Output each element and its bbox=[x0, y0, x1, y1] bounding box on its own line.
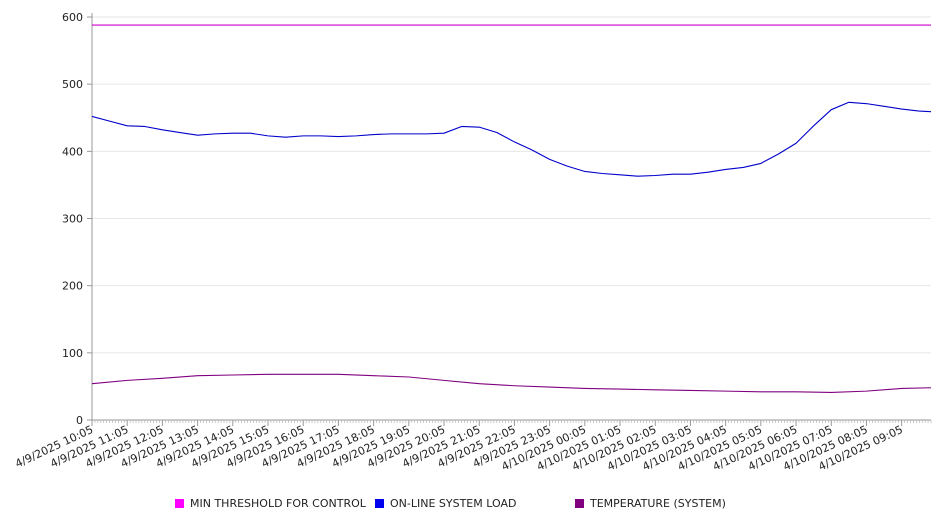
legend-swatch-min-threshold bbox=[175, 499, 184, 508]
legend-label-min-threshold: MIN THRESHOLD FOR CONTROL bbox=[190, 497, 366, 510]
y-tick-label-100: 100 bbox=[62, 347, 83, 360]
y-tick-label-600: 600 bbox=[62, 11, 83, 24]
legend: MIN THRESHOLD FOR CONTROL ON-LINE SYSTEM… bbox=[0, 497, 946, 515]
legend-label-temperature: TEMPERATURE (SYSTEM) bbox=[590, 497, 726, 510]
series-line-on-line-system-load bbox=[91, 101, 932, 177]
line-chart: 0 100 200 300 400 500 600 4/9/2025 10:054/9/20… bbox=[13, 11, 932, 473]
y-tick-label-200: 200 bbox=[62, 280, 83, 293]
y-tick-label-0: 0 bbox=[76, 414, 83, 427]
y-axis: 0 100 200 300 400 500 600 bbox=[62, 11, 93, 427]
legend-swatch-system-load bbox=[375, 499, 384, 508]
legend-item-temperature[interactable]: TEMPERATURE (SYSTEM) bbox=[575, 497, 726, 510]
y-tick-label-300: 300 bbox=[62, 213, 83, 226]
legend-swatch-temperature bbox=[575, 499, 584, 508]
series-lines bbox=[91, 24, 932, 394]
x-axis: 4/9/2025 10:054/9/2025 11:054/9/2025 12:… bbox=[13, 419, 932, 473]
legend-item-min-threshold[interactable]: MIN THRESHOLD FOR CONTROL bbox=[175, 497, 366, 510]
y-tick-label-500: 500 bbox=[62, 78, 83, 91]
legend-item-system-load[interactable]: ON-LINE SYSTEM LOAD bbox=[375, 497, 516, 510]
series-line-temperature-system bbox=[91, 373, 932, 394]
gridlines bbox=[92, 16, 931, 354]
legend-label-system-load: ON-LINE SYSTEM LOAD bbox=[390, 497, 517, 510]
y-tick-label-400: 400 bbox=[62, 145, 83, 158]
